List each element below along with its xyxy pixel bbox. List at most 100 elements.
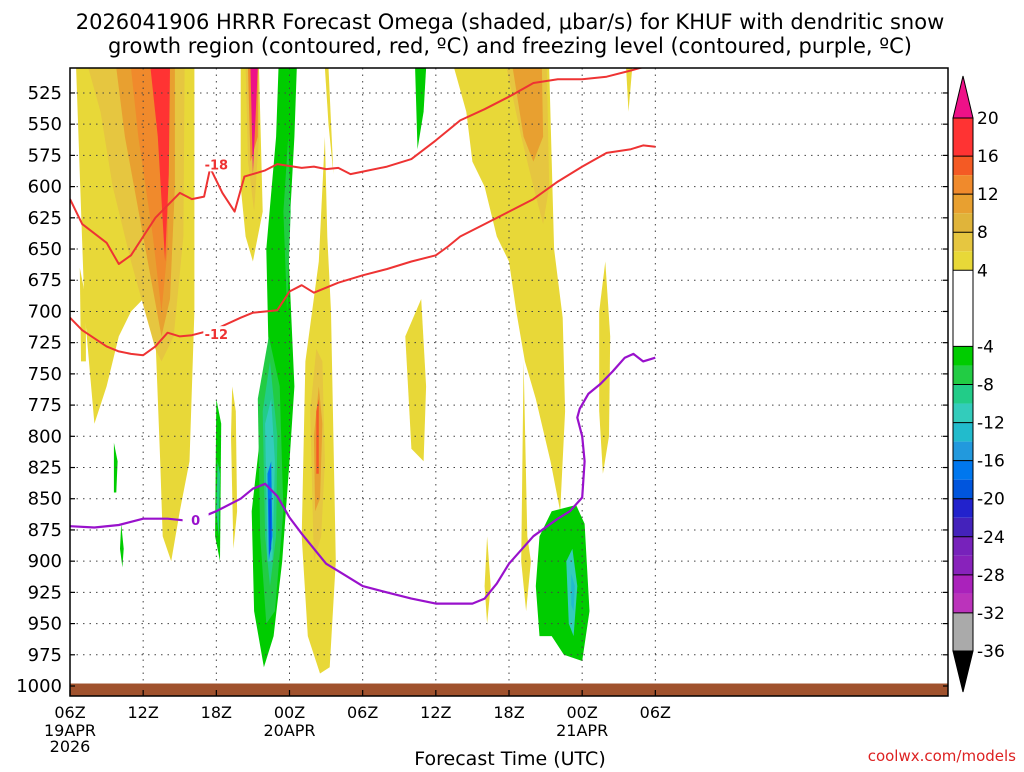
omega-region-4 (150, 68, 170, 262)
y-tick-label-925: 925 (28, 582, 62, 603)
colorbar-band-19 (953, 555, 973, 575)
colorbar-band-0 (953, 118, 973, 157)
y-tick-label-525: 525 (28, 83, 62, 104)
isotherm-minus18-line (70, 68, 644, 265)
colorbar-band-8 (953, 346, 973, 366)
y-tick-label-975: 975 (28, 645, 62, 666)
y-tick-label-850: 850 (28, 489, 62, 510)
colorbar-band-14 (953, 460, 973, 480)
y-tick-label-900: 900 (28, 551, 62, 572)
y-tick-label-800: 800 (28, 426, 62, 447)
credit-text: coolwx.com/models (868, 747, 1016, 765)
colorbar-label-12: -32 (977, 604, 1005, 624)
y-tick-label-675: 675 (28, 270, 62, 291)
y-tick-label-650: 650 (28, 239, 62, 260)
y-tick-label-600: 600 (28, 177, 62, 198)
omega-region-15 (324, 68, 334, 175)
contour-lines-layer (70, 68, 656, 605)
omega-region-24 (484, 536, 491, 624)
colorbar-band-5 (953, 232, 973, 252)
colorbar: 20 16 12 8 4 -4 -8 -12 -16 -20 -24 -28 -32 -36 (952, 75, 1005, 693)
colorbar-band-15 (953, 479, 973, 499)
colorbar-label-3: 8 (977, 223, 988, 243)
omega-region-36 (535, 505, 590, 661)
contour-label-2: 0 (191, 514, 200, 529)
colorbar-label-6: -8 (977, 376, 994, 396)
colorbar-label-11: -28 (977, 566, 1005, 586)
omega-region-33 (216, 461, 220, 537)
contour-label-bg-0 (203, 156, 230, 172)
colorbar-band-2 (953, 175, 973, 195)
omega-region-38 (571, 573, 575, 612)
colorbar-band-12 (953, 422, 973, 442)
x-tick-sublabel-0-0: 19APR (44, 721, 96, 740)
colorbar-label-7: -12 (977, 414, 1005, 434)
omega-region-35 (120, 523, 124, 568)
x-tick-label-1: 12Z (128, 703, 159, 722)
y-tick-label-575: 575 (28, 145, 62, 166)
x-tick-label-3: 00Z (274, 703, 305, 722)
omega-region-10 (231, 386, 238, 549)
colorbar-label-0: 20 (977, 109, 999, 129)
contour-label-bg-2 (182, 512, 209, 528)
colorbar-band-21 (953, 593, 973, 613)
omega-region-9 (250, 68, 258, 175)
colorbar-label-1: 16 (977, 147, 999, 167)
colorbar-band-4 (953, 213, 973, 233)
x-tick-sublabel-0-1: 2026 (50, 737, 91, 756)
x-axis-label: Forecast Time (UTC) (414, 748, 605, 768)
x-tick-sublabel-7-0: 21APR (556, 721, 608, 740)
colorbar-band-16 (953, 498, 973, 518)
chart-title-line-1: 2026041906 HRRR Forecast Omega (shaded, … (76, 10, 945, 34)
x-tick-label-0: 06Z (54, 703, 85, 722)
y-tick-label-725: 725 (28, 333, 62, 354)
x-tick-label-4: 06Z (347, 703, 378, 722)
x-tick-label-2: 18Z (201, 703, 232, 722)
y-tick-label-750: 750 (28, 364, 62, 385)
colorbar-band-11 (953, 403, 973, 423)
x-tick-label-8: 06Z (640, 703, 671, 722)
colorbar-label-10: -24 (977, 528, 1005, 548)
omega-region-30 (268, 498, 272, 555)
colorbar-band-17 (953, 517, 973, 537)
colorbar-label-13: -36 (977, 642, 1005, 662)
omega-region-5 (79, 267, 86, 362)
colorbar-band-18 (953, 536, 973, 556)
colorbar-band-13 (953, 441, 973, 461)
colorbar-label-9: -20 (977, 490, 1005, 510)
colorbar-label-2: 12 (977, 185, 999, 205)
colorbar-label-4: 4 (977, 261, 988, 281)
colorbar-band-6 (953, 251, 973, 271)
colorbar-band-20 (953, 574, 973, 594)
chart-title-line-2: growth region (contoured, red, ºC) and f… (108, 34, 912, 58)
contour-label-bg-1 (203, 326, 230, 342)
colorbar-band-10 (953, 384, 973, 404)
y-tick-label-700: 700 (28, 301, 62, 322)
contour-label-0: -18 (205, 158, 229, 173)
omega-region-16 (405, 299, 427, 462)
colorbar-band-1 (953, 156, 973, 176)
colorbar-band-22 (953, 612, 973, 651)
contour-labels-layer: -18 -12 0 (182, 156, 230, 529)
y-tick-label-625: 625 (28, 208, 62, 229)
colorbar-band-3 (953, 194, 973, 214)
omega-region-17 (415, 68, 427, 150)
y-tick-label-825: 825 (28, 458, 62, 479)
omega-shading-layer (76, 68, 633, 674)
x-tick-label-7: 00Z (567, 703, 598, 722)
y-tick-label-875: 875 (28, 520, 62, 541)
x-tick-label-6: 18Z (493, 703, 524, 722)
x-tick-label-5: 12Z (420, 703, 451, 722)
omega-region-22 (599, 261, 611, 474)
colorbar-band-9 (953, 365, 973, 385)
y-tick-label-1000: 1000 (16, 676, 62, 697)
omega-region-31 (283, 136, 291, 312)
isotherm-minus12-line (70, 144, 656, 357)
y-tick-label-775: 775 (28, 395, 62, 416)
y-tick-label-550: 550 (28, 114, 62, 135)
omega-region-23 (626, 68, 633, 112)
colorbar-label-5: -4 (977, 337, 994, 357)
